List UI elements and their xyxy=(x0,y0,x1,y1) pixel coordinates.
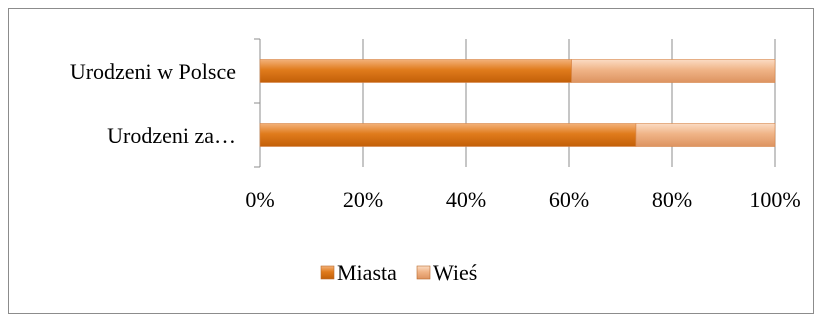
gridlines xyxy=(362,39,776,167)
x-tick-label: 20% xyxy=(343,187,383,212)
category-label: Urodzeni w Polsce xyxy=(70,59,236,84)
category-label: Urodzeni za… xyxy=(107,123,236,148)
x-tick-label: 100% xyxy=(749,187,800,212)
bar-wies-2 xyxy=(635,123,776,147)
bars xyxy=(259,59,776,147)
legend-label-wies: Wieś xyxy=(433,260,477,285)
x-tick-label: 60% xyxy=(549,187,589,212)
legend-swatch-miasta xyxy=(320,265,335,280)
bar-wies-1 xyxy=(571,59,776,83)
legend-label-miasta: Miasta xyxy=(337,260,397,285)
x-tick-label: 0% xyxy=(245,187,274,212)
chart-frame: 0% 20% 40% 60% 80% 100% Urodzeni w Polsce Urodz… xyxy=(8,8,814,314)
x-tick-label: 80% xyxy=(652,187,692,212)
legend-swatch-wies xyxy=(416,265,431,280)
axis-labels: 0% 20% 40% 60% 80% 100% Urodzeni w Polsce Urodz… xyxy=(70,59,801,212)
chart: 0% 20% 40% 60% 80% 100% Urodzeni w Polsce Urodz… xyxy=(70,38,801,285)
bar-miasta-1 xyxy=(259,59,572,83)
bar-miasta-2 xyxy=(259,123,637,147)
category-axis xyxy=(254,38,261,168)
x-tick-label: 40% xyxy=(446,187,486,212)
legend: Miasta Wieś xyxy=(320,260,477,285)
